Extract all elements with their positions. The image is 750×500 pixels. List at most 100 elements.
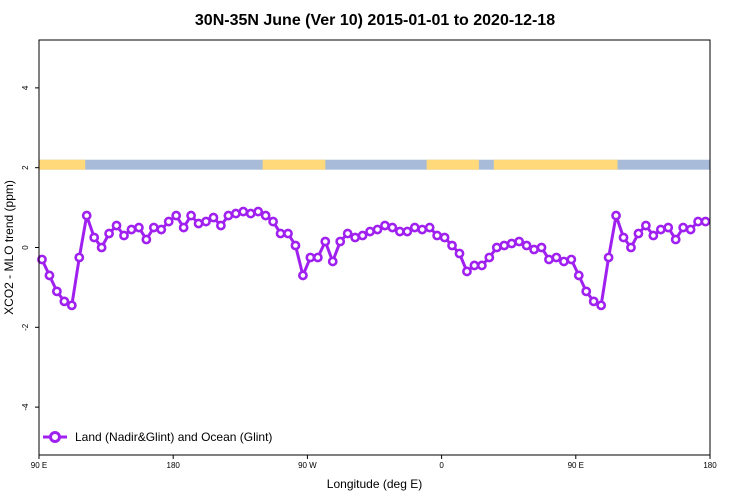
- data-point: [394, 226, 405, 237]
- data-point: [119, 230, 129, 241]
- data-point: [178, 222, 189, 233]
- data-point: [335, 236, 346, 247]
- land-band-segment: [493, 159, 618, 170]
- data-point: [59, 296, 70, 307]
- data-point: [424, 222, 435, 233]
- data-point: [126, 224, 137, 235]
- y-tick-label: -4: [21, 403, 30, 411]
- data-point: [193, 218, 204, 229]
- data-point: [506, 238, 517, 249]
- data-point: [462, 266, 472, 277]
- chart-title: 30N-35N June (Ver 10) 2015-01-01 to 2020…: [195, 12, 555, 29]
- data-point: [484, 252, 495, 263]
- y-tick-label: 2: [21, 165, 30, 170]
- legend: Land (Nadir&Glint) and Ocean (Glint): [43, 430, 272, 444]
- legend-label: Land (Nadir&Glint) and Ocean (Glint): [75, 430, 272, 444]
- data-point: [611, 210, 621, 221]
- data-point: [342, 228, 353, 239]
- data-point: [37, 254, 47, 265]
- data-point: [529, 244, 539, 255]
- data-point: [81, 210, 92, 221]
- data-point: [44, 270, 55, 281]
- data-point: [223, 210, 234, 221]
- data-point: [588, 296, 599, 307]
- data-point: [514, 236, 525, 247]
- land-band-segment: [39, 159, 86, 170]
- data-point: [238, 206, 249, 217]
- data-point: [365, 226, 375, 237]
- data-point: [551, 252, 562, 263]
- data-point: [447, 240, 457, 251]
- data-point: [573, 270, 584, 281]
- data-point: [350, 232, 361, 243]
- data-point: [260, 210, 271, 221]
- data-point: [700, 216, 711, 227]
- data-point: [380, 220, 390, 231]
- x-tick-label: 90 E: [31, 461, 47, 470]
- data-point: [201, 216, 211, 227]
- data-point: [216, 220, 226, 231]
- y-tick-label: 4: [21, 85, 30, 90]
- x-tick-label: 180: [703, 461, 717, 470]
- legend-marker-swatch: [49, 431, 61, 443]
- land-band-segment: [426, 159, 479, 170]
- data-point: [253, 206, 264, 217]
- data-point: [476, 260, 487, 271]
- data-point: [156, 224, 167, 235]
- data-point: [171, 210, 182, 221]
- data-point: [104, 228, 114, 239]
- data-point: [372, 224, 383, 235]
- x-tick-label: 90 W: [298, 461, 317, 470]
- x-tick-label: 180: [167, 461, 181, 470]
- data-point: [275, 228, 286, 239]
- data-point: [305, 252, 316, 263]
- data-point: [283, 228, 293, 239]
- data-point: [409, 222, 420, 233]
- data-point: [469, 260, 480, 271]
- data-point: [245, 208, 256, 219]
- data-point: [290, 240, 301, 251]
- data-point: [558, 256, 569, 267]
- data-point: [454, 248, 465, 259]
- data-point: [432, 230, 443, 241]
- data-points: [37, 206, 711, 311]
- data-point: [536, 242, 547, 253]
- x-axis-label: Longitude (deg E): [327, 477, 422, 491]
- data-point: [312, 252, 323, 263]
- data-point: [648, 230, 659, 241]
- data-point: [499, 240, 510, 251]
- data-point: [663, 222, 674, 233]
- data-point: [417, 224, 428, 235]
- data-point: [134, 222, 144, 233]
- data-point: [268, 216, 279, 227]
- data-point: [208, 212, 219, 223]
- data-point: [111, 220, 122, 231]
- data-point: [596, 300, 607, 311]
- x-tick-label: 0: [439, 461, 444, 470]
- data-point: [521, 240, 532, 251]
- x-axis: 90 E 180 90 W 0 90 E 180: [31, 455, 717, 470]
- data-point: [89, 232, 100, 243]
- data-point: [603, 252, 614, 263]
- y-axis-label: XCO2 - MLO trend (ppm): [2, 180, 16, 315]
- data-point: [66, 300, 77, 311]
- x-tick-label: 90 E: [568, 461, 584, 470]
- y-axis: -4 -2 0 2 4: [21, 85, 39, 411]
- data-point: [626, 242, 636, 253]
- ocean-band: [39, 159, 710, 170]
- data-point: [387, 222, 398, 233]
- data-point: [655, 224, 666, 235]
- data-point: [544, 254, 554, 265]
- data-point: [163, 216, 174, 227]
- data-point: [693, 216, 703, 227]
- data-point: [186, 210, 196, 221]
- surface-type-band: [39, 159, 710, 170]
- data-point: [618, 232, 629, 243]
- land-band-segment: [262, 159, 326, 170]
- data-point: [670, 234, 681, 245]
- data-point: [141, 234, 152, 245]
- data-point: [640, 220, 651, 231]
- data-point: [633, 228, 644, 239]
- data-point: [74, 252, 85, 263]
- data-point: [678, 222, 689, 233]
